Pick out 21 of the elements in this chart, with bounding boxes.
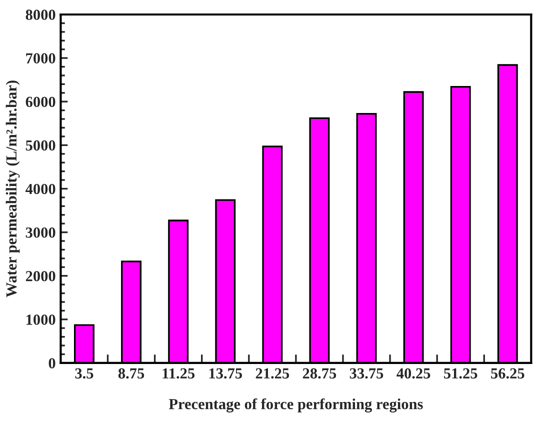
y-tick-label: 2000 <box>26 270 56 282</box>
y-tick-label: 5000 <box>26 140 56 151</box>
x-tick-label: 3.5 <box>75 368 94 379</box>
x-tick-label: 11.25 <box>162 368 195 379</box>
y-tick-label: 0 <box>48 358 56 368</box>
x-tick-label: 40.25 <box>396 368 430 379</box>
x-tick-label: 21.25 <box>256 368 290 379</box>
x-tick-label: 33.75 <box>350 368 384 379</box>
y-tick-label: 3000 <box>26 227 56 238</box>
y-axis-title: Water permeability (L/m².hr.bar) <box>6 80 20 298</box>
x-tick-label: 56.25 <box>491 368 524 379</box>
y-tick-label: 1000 <box>26 314 56 325</box>
x-tick-label: 13.75 <box>209 368 242 379</box>
y-tick-label: 7000 <box>26 53 56 64</box>
x-tick-label: 28.75 <box>302 368 336 379</box>
x-tick-label: 51.25 <box>444 368 478 379</box>
x-tick-label: 8.75 <box>118 368 144 379</box>
y-tick-label: 4000 <box>25 184 56 194</box>
x-axis-title: Precentage of force performing regions <box>168 398 423 412</box>
y-tick-label: 8000 <box>26 10 56 20</box>
y-tick-label: 6000 <box>26 96 56 108</box>
